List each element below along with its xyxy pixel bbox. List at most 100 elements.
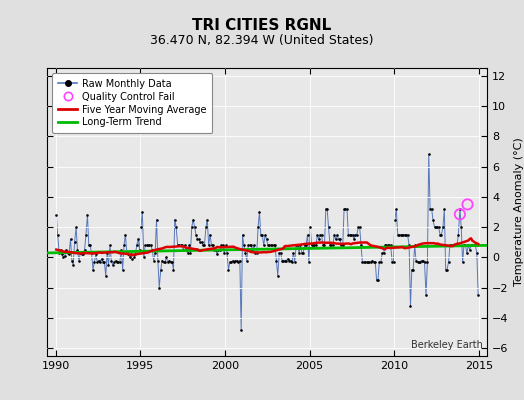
Point: [223, 250, 231, 256]
Point: [363, 259, 371, 265]
Point: [281, 257, 289, 264]
Point: [285, 257, 293, 264]
Point: [236, 257, 244, 264]
Point: [94, 257, 103, 264]
Point: [444, 259, 453, 265]
Point: [369, 259, 378, 265]
Point: [165, 257, 173, 264]
Point: [414, 259, 423, 265]
Point: [129, 254, 138, 261]
Point: [453, 242, 461, 248]
Point: [75, 257, 83, 264]
Point: [402, 232, 410, 238]
Point: [157, 266, 165, 273]
Point: [249, 242, 258, 248]
Point: [254, 224, 263, 230]
Point: [238, 232, 247, 238]
Point: [420, 259, 429, 265]
Point: [446, 242, 454, 248]
Point: [162, 254, 170, 261]
Point: [231, 257, 239, 264]
Point: [114, 259, 123, 265]
Point: [424, 151, 433, 158]
Point: [306, 224, 314, 230]
Point: [167, 259, 175, 265]
Point: [432, 224, 440, 230]
Point: [371, 259, 379, 265]
Point: [374, 277, 382, 284]
Point: [178, 242, 186, 248]
Point: [336, 236, 344, 242]
Point: [70, 239, 79, 246]
Point: [339, 242, 347, 248]
Point: [233, 257, 241, 264]
Point: [287, 257, 295, 264]
Point: [255, 209, 264, 215]
Point: [440, 206, 449, 212]
Point: [59, 254, 68, 261]
Point: [52, 212, 60, 218]
Point: [394, 232, 402, 238]
Point: [175, 242, 183, 248]
Point: [99, 259, 107, 265]
Point: [144, 242, 152, 248]
Point: [304, 259, 313, 265]
Point: [308, 242, 316, 248]
Point: [344, 232, 353, 238]
Point: [323, 206, 331, 212]
Point: [177, 242, 185, 248]
Point: [423, 259, 432, 265]
Point: [358, 259, 367, 265]
Point: [312, 242, 320, 248]
Point: [274, 272, 282, 279]
Point: [330, 232, 339, 238]
Point: [332, 236, 340, 242]
Point: [182, 247, 190, 253]
Point: [361, 259, 369, 265]
Point: [202, 224, 210, 230]
Point: [128, 256, 137, 262]
Point: [152, 216, 161, 223]
Point: [179, 247, 188, 253]
Point: [120, 242, 128, 248]
Point: [241, 250, 249, 256]
Point: [248, 247, 257, 253]
Point: [271, 242, 279, 248]
Point: [227, 259, 236, 265]
Point: [447, 242, 456, 248]
Point: [409, 266, 417, 273]
Point: [293, 242, 302, 248]
Point: [443, 266, 451, 273]
Point: [192, 232, 200, 238]
Point: [278, 257, 286, 264]
Point: [88, 250, 96, 256]
Point: [403, 232, 412, 238]
Point: [428, 206, 436, 212]
Point: [220, 250, 228, 256]
Point: [261, 232, 269, 238]
Point: [247, 242, 255, 248]
Point: [61, 253, 69, 259]
Point: [310, 242, 319, 248]
Point: [412, 257, 420, 264]
Point: [329, 242, 337, 248]
Point: [222, 242, 230, 248]
Point: [90, 259, 99, 265]
Point: [357, 242, 365, 248]
Point: [200, 242, 209, 248]
Point: [219, 242, 227, 248]
Point: [217, 242, 225, 248]
Point: [434, 224, 443, 230]
Point: [210, 247, 219, 253]
Point: [289, 250, 298, 256]
Point: [239, 242, 248, 248]
Point: [69, 262, 78, 268]
Point: [334, 236, 343, 242]
Point: [155, 284, 163, 291]
Point: [62, 247, 70, 253]
Point: [92, 251, 100, 258]
Point: [319, 242, 327, 248]
Point: [65, 251, 73, 258]
Point: [159, 259, 168, 265]
Point: [82, 232, 90, 238]
